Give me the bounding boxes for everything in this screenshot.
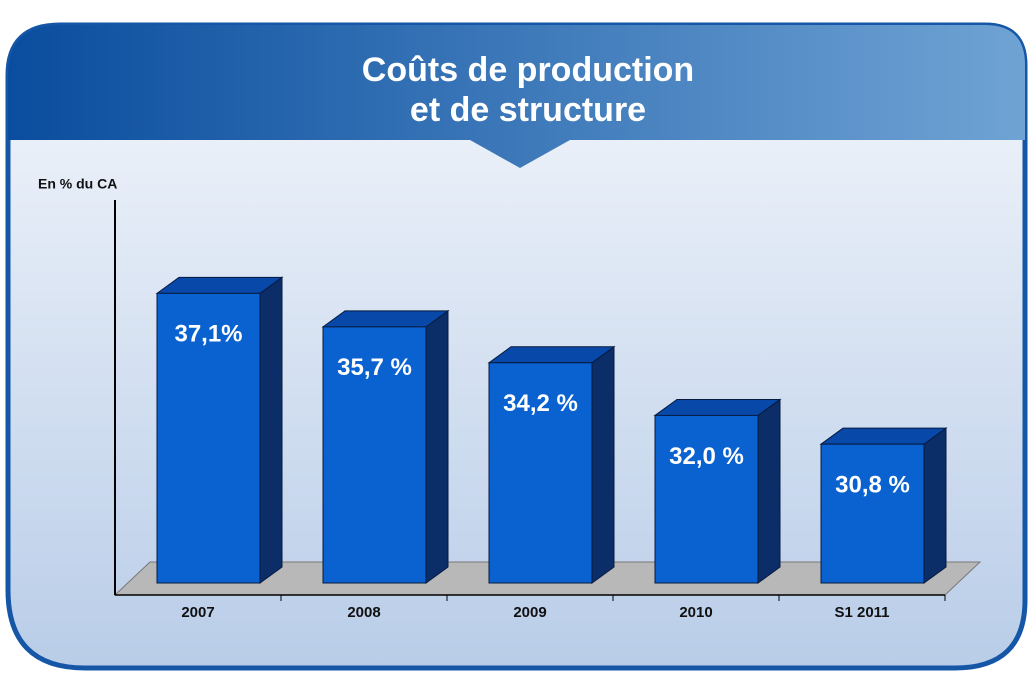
value-label: 35,7 % bbox=[337, 354, 412, 381]
bar bbox=[322, 326, 427, 584]
bar-top bbox=[653, 398, 782, 416]
x-tick-label: 2007 bbox=[181, 604, 214, 621]
chart-title: et de structure bbox=[410, 91, 646, 129]
bar-side bbox=[259, 276, 283, 584]
value-label: 32,0 % bbox=[669, 443, 744, 470]
value-label: 37,1% bbox=[174, 321, 242, 348]
bar-top bbox=[819, 427, 948, 445]
chart-title: Coûts de production bbox=[362, 51, 694, 89]
y-axis-label: En % du CA bbox=[38, 176, 117, 192]
bar bbox=[820, 443, 925, 584]
value-label: 30,8 % bbox=[835, 472, 910, 499]
value-label: 34,2 % bbox=[503, 390, 578, 417]
bar-top bbox=[321, 310, 450, 328]
bar bbox=[156, 292, 261, 584]
bar bbox=[488, 362, 593, 584]
x-tick-label: S1 2011 bbox=[834, 604, 889, 621]
bar-side bbox=[591, 345, 615, 584]
bar-side bbox=[757, 398, 781, 584]
x-tick-label: 2010 bbox=[679, 604, 712, 621]
bar-top bbox=[487, 346, 616, 364]
bar-side bbox=[425, 309, 449, 584]
x-tick-label: 2009 bbox=[513, 604, 546, 621]
banner bbox=[8, 25, 1025, 168]
bar-top bbox=[155, 276, 284, 294]
x-tick-label: 2008 bbox=[347, 604, 380, 621]
bar-side bbox=[923, 427, 947, 584]
bar bbox=[654, 414, 759, 584]
